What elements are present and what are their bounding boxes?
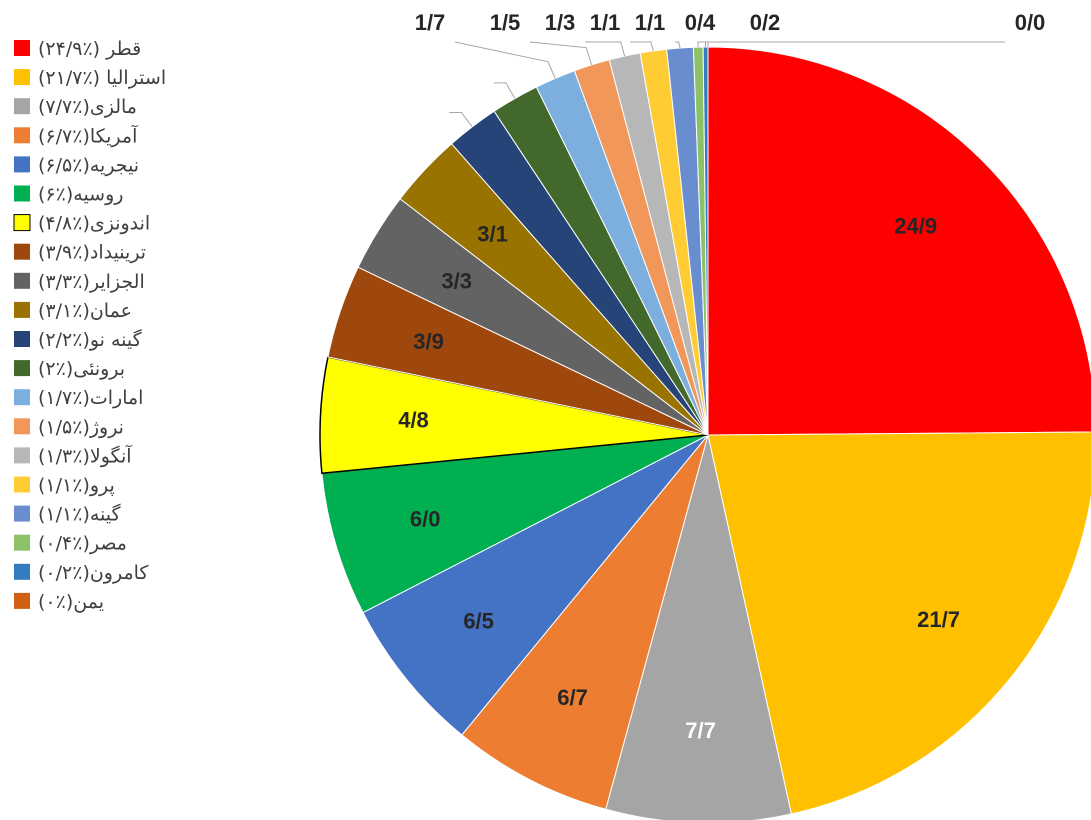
- legend-label: یمن(٪۰): [38, 591, 104, 613]
- legend-swatch: [14, 389, 30, 406]
- legend-label: قطر (٪۲۴/۹): [38, 38, 141, 60]
- leader-line: [493, 82, 516, 99]
- data-label: 1/5: [490, 10, 521, 35]
- legend-label: اندونزی(٪۴/۸): [38, 213, 150, 235]
- pie-slice: [461, 434, 709, 810]
- legend-swatch: [14, 98, 30, 115]
- leader-line: [707, 41, 1005, 47]
- legend-swatch: [14, 40, 30, 56]
- data-label: 6/5: [463, 608, 494, 633]
- data-label: 4/8: [398, 408, 429, 433]
- legend-label: الجزایر(٪۳/۳): [38, 271, 145, 293]
- data-label: 3/1: [477, 222, 508, 247]
- legend-swatch: [14, 127, 30, 144]
- legend-label: کامرون(٪۰/۲): [38, 562, 149, 584]
- legend-swatch: [14, 331, 30, 347]
- legend-swatch: [14, 69, 30, 86]
- data-label: 24/9: [894, 214, 937, 239]
- legend-swatch: [13, 214, 31, 232]
- legend-swatch: [14, 534, 30, 551]
- data-label: 0/2: [750, 10, 781, 35]
- legend-swatch: [14, 505, 30, 522]
- leader-line: [529, 41, 593, 65]
- legend-label: ترینیداد(٪۳/۹): [38, 242, 146, 264]
- legend-swatch: [14, 447, 30, 464]
- legend-swatch: [14, 185, 30, 202]
- legend-label: گینه(٪۱/۱): [38, 503, 122, 526]
- legend-label: روسیه(٪۶): [38, 184, 123, 206]
- legend-swatch: [14, 272, 30, 289]
- pie-slice: [605, 434, 792, 820]
- data-label: 3/3: [441, 269, 472, 294]
- legend-label: آنگولا(٪۱/۳): [38, 443, 132, 467]
- leader-line: [585, 41, 626, 57]
- legend-swatch: [14, 243, 30, 260]
- leader-line: [704, 41, 740, 48]
- legend-label: نروژ(٪۱/۵): [38, 416, 124, 438]
- legend-label: استرالیا (٪۲۱/۷): [38, 67, 166, 89]
- data-label: 3/9: [413, 329, 444, 354]
- pie-slice: [707, 46, 1091, 436]
- data-label: 0/4: [685, 10, 716, 35]
- legend-label: مصر(٪۰/۴): [38, 533, 127, 555]
- legend-swatch: [14, 360, 30, 377]
- data-label: 0/0: [1015, 10, 1046, 35]
- legend-label: امارات(٪۱/۷): [38, 387, 143, 409]
- data-label: 21/7: [917, 607, 960, 632]
- data-label: 1/1: [590, 10, 621, 35]
- legend-swatch: [14, 156, 30, 173]
- legend-swatch: [14, 301, 30, 318]
- data-label: 1/3: [545, 10, 576, 35]
- leader-line: [449, 111, 473, 128]
- legend-label: پرو(٪۱/۱): [38, 475, 115, 497]
- legend-label: برونئی(٪۲): [38, 358, 125, 380]
- pie-slice: [362, 434, 709, 736]
- leader-line: [454, 41, 556, 79]
- data-label: 1/1: [635, 10, 666, 35]
- data-label: 6/0: [410, 507, 441, 532]
- leader-line: [630, 41, 654, 52]
- legend-swatch: [14, 563, 30, 580]
- legend-label: نیجریه(٪۶/۵): [38, 154, 139, 176]
- legend-swatch: [14, 418, 30, 435]
- legend-label: آمریکا(٪۶/۷): [38, 123, 138, 147]
- pie-slice: [321, 434, 709, 614]
- leader-line: [697, 41, 725, 48]
- legend-label: عمان(٪۳/۱): [38, 300, 132, 322]
- legend-label: مالزی(٪۷/۷): [38, 96, 137, 118]
- data-label: 1/7: [415, 10, 446, 35]
- legend-label: گینه نو(٪۲/۲): [38, 328, 143, 351]
- data-label: 6/7: [557, 685, 588, 710]
- legend-swatch: [14, 592, 30, 609]
- legend-swatch: [14, 476, 30, 493]
- leader-line: [675, 41, 681, 49]
- data-label: 7/7: [685, 718, 716, 743]
